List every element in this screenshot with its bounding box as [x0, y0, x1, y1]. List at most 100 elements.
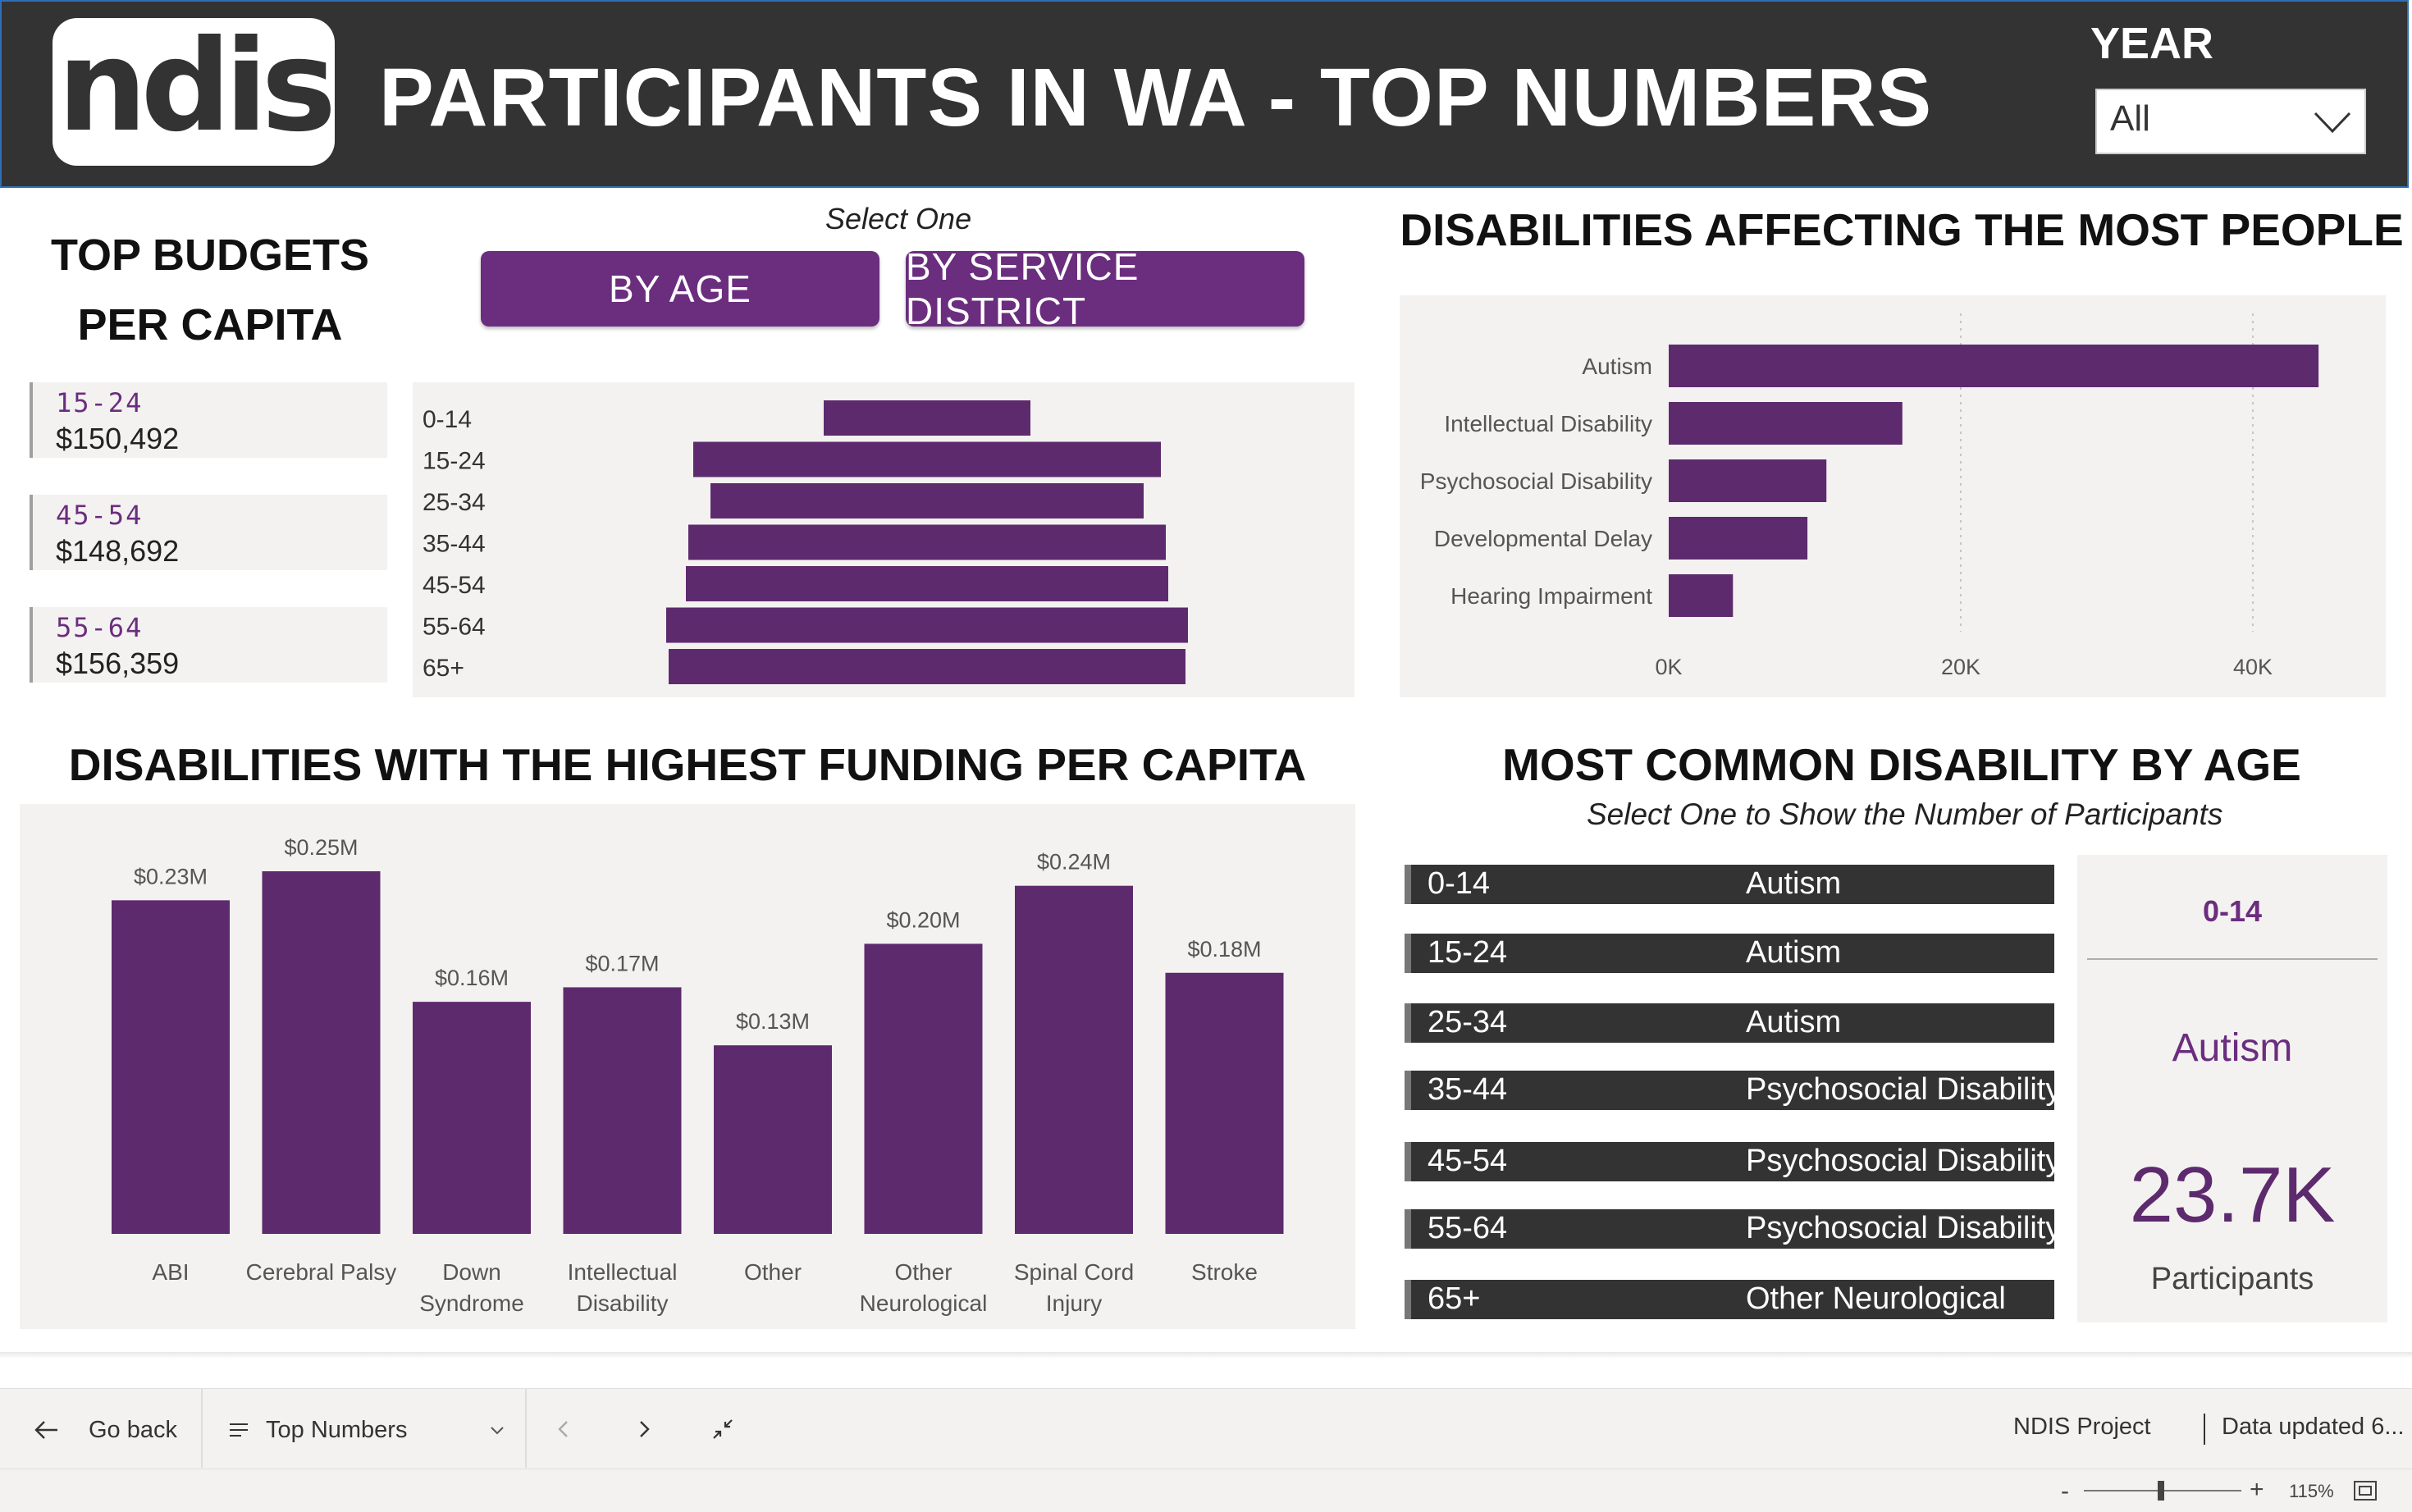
age-axis-label: 35-44 — [423, 531, 486, 558]
data-label: $0.17M — [585, 951, 659, 975]
funding-bar — [714, 1045, 832, 1234]
age-row[interactable]: 0-14 Autism — [1405, 865, 2054, 904]
age-row-disability: Psychosocial Disability — [1746, 1072, 2062, 1107]
y-category-label: Intellectual Disability — [1444, 411, 1652, 436]
disability-bar — [1669, 459, 1827, 502]
logo-text: ndis — [57, 13, 336, 160]
most-common-subtitle: Select One to Show the Number of Partici… — [1587, 797, 2223, 831]
data-label: $0.24M — [1037, 850, 1111, 875]
age-row[interactable]: 25-34 Autism — [1405, 1003, 2054, 1043]
data-label: $0.25M — [284, 835, 358, 860]
disability-bar — [1669, 574, 1734, 617]
data-label: $0.16M — [435, 966, 509, 990]
age-row-disability: Autism — [1746, 935, 1842, 970]
year-dropdown[interactable]: All — [2095, 89, 2366, 154]
page-shadow — [0, 1352, 2412, 1359]
x-category-label: Stroke — [1191, 1259, 1258, 1285]
age-row-age: 35-44 — [1428, 1072, 1508, 1107]
x-category-label: Other — [744, 1259, 802, 1285]
fit-to-page-icon[interactable] — [2353, 1479, 2378, 1502]
kpi-card-value: $150,492 — [56, 422, 180, 455]
kpi-card: 55-64 $156,359 — [30, 607, 387, 683]
top-budgets-title: TOP BUDGETS PER CAPITA — [25, 226, 395, 366]
x-tick-label: 0K — [1655, 655, 1682, 679]
age-axis-label: 15-24 — [423, 448, 486, 475]
kpi-card: 45-54 $148,692 — [30, 495, 387, 570]
age-axis-label: 55-64 — [423, 614, 486, 641]
participants-count: 23.7K — [2129, 1151, 2336, 1239]
kpi-card: 15-24 $150,492 — [30, 382, 387, 458]
age-budget-bar — [710, 483, 1144, 518]
x-category-label: Syndrome — [419, 1290, 524, 1316]
funding-bar — [1015, 885, 1133, 1234]
age-row-disability: Psychosocial Disability — [1746, 1211, 2062, 1245]
disability-bar — [1669, 517, 1808, 560]
age-row[interactable]: 35-44 Psychosocial Disability — [1405, 1071, 2061, 1110]
x-category-label: Intellectual — [568, 1259, 678, 1285]
zoom-in-button[interactable]: + — [2250, 1476, 2264, 1503]
top-budgets-title-line2: PER CAPITA — [77, 300, 343, 349]
funding-bar — [864, 943, 983, 1234]
age-row-age: 15-24 — [1428, 935, 1508, 970]
age-row-age: 45-54 — [1428, 1144, 1508, 1178]
age-axis-label: 65+ — [423, 655, 464, 682]
x-category-label: Down — [442, 1259, 501, 1285]
age-row-disability: Other Neurological — [1746, 1281, 2006, 1316]
project-name: NDIS Project — [2013, 1414, 2151, 1440]
age-row[interactable]: 45-54 Psychosocial Disability — [1405, 1142, 2061, 1181]
by-service-district-button[interactable]: BY SERVICE DISTRICT — [906, 245, 1304, 332]
zoom-level: 115% — [2289, 1481, 2334, 1501]
year-filter-label: YEAR — [2090, 19, 2214, 68]
go-back-button[interactable]: Go back — [33, 1414, 197, 1446]
age-row-disability: Autism — [1746, 1005, 1842, 1039]
by-age-button[interactable]: BY AGE — [481, 251, 879, 327]
funding-chart-panel: $0.23M ABI $0.25M Cerebral Palsy $0.16M Down S… — [20, 804, 1355, 1329]
collapse-icon[interactable] — [710, 1417, 735, 1441]
disability-bar — [1669, 345, 2319, 387]
year-dropdown-value: All — [2110, 98, 2150, 139]
x-category-label: Spinal Cord — [1014, 1259, 1134, 1285]
x-category-label: Injury — [1046, 1290, 1102, 1316]
age-row[interactable]: 55-64 Psychosocial Disability — [1405, 1209, 2061, 1249]
most-people-chart: 0K 20K 40K Autism Intellectual Disability Psy… — [1420, 313, 2319, 679]
report-nav-bar: Go back Top Numbers NDIS Project Data up… — [0, 1388, 2412, 1469]
status-bar: - + 115% — [0, 1469, 2412, 1512]
zoom-out-button[interactable]: - — [2061, 1478, 2069, 1505]
zoom-slider-handle[interactable] — [2158, 1481, 2164, 1501]
kpi-card-label: 45-54 — [56, 500, 144, 531]
age-row[interactable]: 15-24 Autism — [1405, 934, 2054, 973]
x-category-label: Disability — [576, 1290, 668, 1316]
data-label: $0.20M — [886, 907, 960, 932]
age-row-age: 25-34 — [1428, 1005, 1508, 1039]
age-row[interactable]: 65+ Other Neurological — [1405, 1280, 2054, 1319]
age-row-age: 0-14 — [1428, 866, 1491, 901]
funding-bar — [262, 871, 381, 1234]
divider — [201, 1389, 203, 1468]
funding-bar — [112, 900, 230, 1234]
page-selector[interactable]: Top Numbers — [228, 1412, 507, 1448]
select-one-hint: Select One — [825, 202, 972, 235]
x-category-label: Neurological — [860, 1290, 988, 1316]
age-row-age: 65+ — [1428, 1281, 1481, 1316]
age-row-age: 55-64 — [1428, 1211, 1508, 1245]
next-page-icon[interactable] — [632, 1417, 656, 1441]
previous-page-icon[interactable] — [551, 1417, 576, 1441]
most-common-title: MOST COMMON DISABILITY BY AGE — [1502, 739, 2301, 790]
age-row-disability: Autism — [1746, 866, 1842, 901]
data-label: $0.18M — [1187, 937, 1261, 962]
age-row-disability: Psychosocial Disability — [1746, 1144, 2062, 1178]
y-category-label: Autism — [1582, 354, 1652, 379]
x-category-label: ABI — [152, 1259, 189, 1285]
participants-count-label: Participants — [2150, 1262, 2314, 1296]
ndis-logo: ndis — [53, 13, 336, 166]
funding-bar — [563, 987, 682, 1234]
x-category-label: Other — [894, 1259, 952, 1285]
age-budget-bar — [693, 441, 1161, 477]
data-label: $0.13M — [736, 1009, 810, 1034]
participants-card-divider — [2087, 958, 2378, 960]
data-label: $0.23M — [134, 864, 208, 888]
funding-chart: $0.23M ABI $0.25M Cerebral Palsy $0.16M Down S… — [112, 835, 1284, 1316]
funding-title: DISABILITIES WITH THE HIGHEST FUNDING PE… — [68, 739, 1307, 790]
participants-card-disability: Autism — [2172, 1026, 2293, 1070]
age-budget-bar — [686, 566, 1168, 601]
